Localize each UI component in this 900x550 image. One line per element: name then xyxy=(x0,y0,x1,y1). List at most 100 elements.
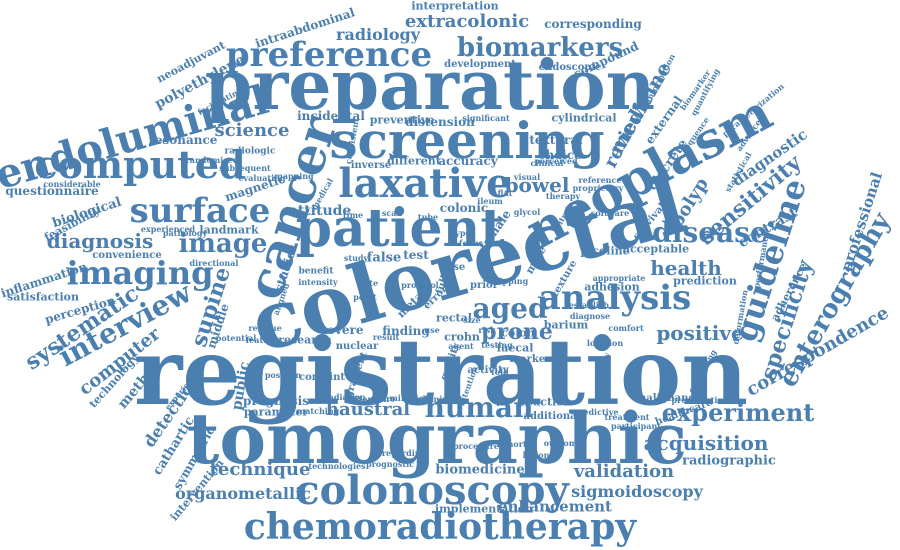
word: different xyxy=(387,154,441,168)
word: outcome xyxy=(543,438,583,448)
word: regarding xyxy=(381,448,427,458)
word: reaction xyxy=(520,395,572,409)
word: choice xyxy=(538,148,582,162)
word: position xyxy=(264,370,302,380)
word: resonance xyxy=(148,133,218,147)
word: haustral xyxy=(325,399,411,420)
word: radiology xyxy=(336,25,420,44)
word: agent xyxy=(448,341,474,351)
word: residue xyxy=(248,323,282,333)
word: technologies xyxy=(308,461,366,471)
word: treatment xyxy=(604,412,650,422)
word: convenience xyxy=(92,250,162,261)
word: development xyxy=(444,59,516,70)
word: false xyxy=(366,250,402,266)
word: disease xyxy=(652,216,768,249)
word: preference xyxy=(225,35,433,75)
word: distension xyxy=(405,115,475,129)
word: colonic xyxy=(439,201,489,215)
word: preventive xyxy=(369,113,435,127)
word: comfort xyxy=(608,323,644,333)
word: registration xyxy=(133,318,749,426)
word: prognosis xyxy=(243,394,309,408)
word: lesion xyxy=(522,450,550,460)
word: parameter xyxy=(243,405,309,419)
word: establish xyxy=(568,300,610,310)
word: focus xyxy=(459,238,483,248)
word: radiation xyxy=(324,392,366,402)
word: screening xyxy=(329,111,605,170)
word: enhancement xyxy=(498,497,612,516)
word: science xyxy=(214,120,290,141)
word: case xyxy=(440,262,466,273)
word: satisfaction xyxy=(7,290,79,304)
word: appropriate xyxy=(592,273,646,283)
word: prior xyxy=(470,280,498,291)
word: size xyxy=(463,315,481,325)
word: considerable xyxy=(43,179,101,189)
word: clinical xyxy=(530,158,564,168)
word: incidental xyxy=(297,109,365,123)
word: examination xyxy=(374,393,430,403)
word: picoline xyxy=(580,244,630,258)
word: scan xyxy=(381,208,403,218)
word: predictive xyxy=(573,407,619,417)
word: randomised xyxy=(185,155,239,165)
word: faecal xyxy=(496,341,534,355)
word: laxative xyxy=(338,160,512,207)
word: chemoradiotherapy xyxy=(243,506,637,548)
word: severe xyxy=(320,323,364,337)
word: perceived xyxy=(534,156,578,166)
word: tube xyxy=(417,212,439,222)
word: extracolonic xyxy=(404,11,530,32)
word: barium xyxy=(543,318,589,332)
word: potential xyxy=(215,333,257,343)
word: accuracy xyxy=(438,154,498,168)
word: inverse xyxy=(350,160,392,171)
word: significant xyxy=(462,113,510,123)
word: use xyxy=(424,325,440,335)
word: test xyxy=(403,248,429,262)
word: proprietary xyxy=(572,183,624,193)
word: nuclear xyxy=(335,341,379,352)
word: validation xyxy=(573,461,675,482)
word: software xyxy=(590,208,630,218)
word: corresponding xyxy=(544,17,642,31)
word: sigmoidoscopy xyxy=(571,482,703,501)
word: subsequent xyxy=(219,163,271,173)
word: cohort xyxy=(497,439,527,449)
word: research xyxy=(278,333,332,347)
word: reference xyxy=(578,175,622,185)
word: study xyxy=(343,253,369,263)
word: diagnosis xyxy=(46,229,154,253)
word: evaluating xyxy=(238,173,286,183)
word: imaging xyxy=(66,254,214,292)
word: flat xyxy=(497,188,513,198)
word: organometallic xyxy=(175,484,311,503)
word: textural xyxy=(529,133,583,147)
word: benefit xyxy=(298,266,334,277)
word: literature xyxy=(352,394,396,404)
word: acceptable xyxy=(622,242,690,256)
word: cylindrical xyxy=(551,111,617,125)
word: surface xyxy=(129,191,271,231)
word: analysis xyxy=(538,278,692,318)
word: directional xyxy=(189,258,239,268)
word: adhesion xyxy=(584,280,640,294)
word: implementation xyxy=(434,502,534,516)
word: fold xyxy=(491,367,509,377)
word: marker xyxy=(509,354,551,365)
word: feature xyxy=(245,335,279,345)
word: questionnaire xyxy=(5,184,99,198)
word: risk xyxy=(478,325,496,335)
word: endoscopic xyxy=(538,62,602,73)
word: result xyxy=(372,332,400,342)
word: human xyxy=(424,391,534,424)
word: landmark xyxy=(199,223,259,237)
word: type xyxy=(451,228,471,238)
word: diagnose xyxy=(569,311,611,321)
word: presentation xyxy=(671,395,729,405)
word: experienced xyxy=(140,224,196,234)
word: conjoint xyxy=(298,372,346,383)
word: tipping xyxy=(495,276,529,286)
